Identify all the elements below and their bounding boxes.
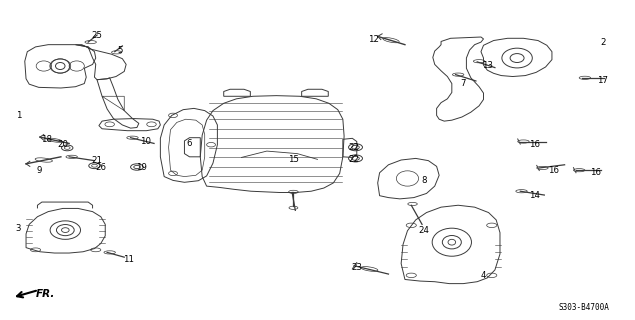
Text: 24: 24 xyxy=(418,226,429,235)
Text: 6: 6 xyxy=(187,139,192,148)
Text: S303-B4700A: S303-B4700A xyxy=(558,303,609,312)
Text: 16: 16 xyxy=(529,140,540,149)
Text: 22: 22 xyxy=(349,143,360,152)
Text: 14: 14 xyxy=(529,191,540,200)
Text: 4: 4 xyxy=(481,271,486,280)
Text: 9: 9 xyxy=(36,166,41,175)
Text: 26: 26 xyxy=(95,163,106,172)
Text: 3: 3 xyxy=(16,224,21,233)
Text: 1: 1 xyxy=(16,111,21,120)
Text: 5: 5 xyxy=(117,45,123,55)
Text: 12: 12 xyxy=(368,35,378,44)
Text: 19: 19 xyxy=(136,163,147,172)
Text: 16: 16 xyxy=(548,166,559,175)
Text: 22: 22 xyxy=(349,155,360,164)
Text: 7: 7 xyxy=(460,79,466,88)
Text: 10: 10 xyxy=(140,137,150,146)
Text: 16: 16 xyxy=(589,168,601,177)
Text: 20: 20 xyxy=(57,140,69,149)
Text: 18: 18 xyxy=(41,135,52,144)
Text: 23: 23 xyxy=(351,263,363,272)
Text: 2: 2 xyxy=(600,38,605,47)
Text: 17: 17 xyxy=(597,76,608,85)
Text: FR.: FR. xyxy=(36,290,55,300)
Text: 15: 15 xyxy=(288,155,299,164)
Text: 25: 25 xyxy=(91,31,102,40)
Text: 21: 21 xyxy=(91,156,102,164)
Text: 11: 11 xyxy=(123,255,134,264)
Text: 8: 8 xyxy=(421,176,427,185)
Text: 13: 13 xyxy=(482,60,493,69)
